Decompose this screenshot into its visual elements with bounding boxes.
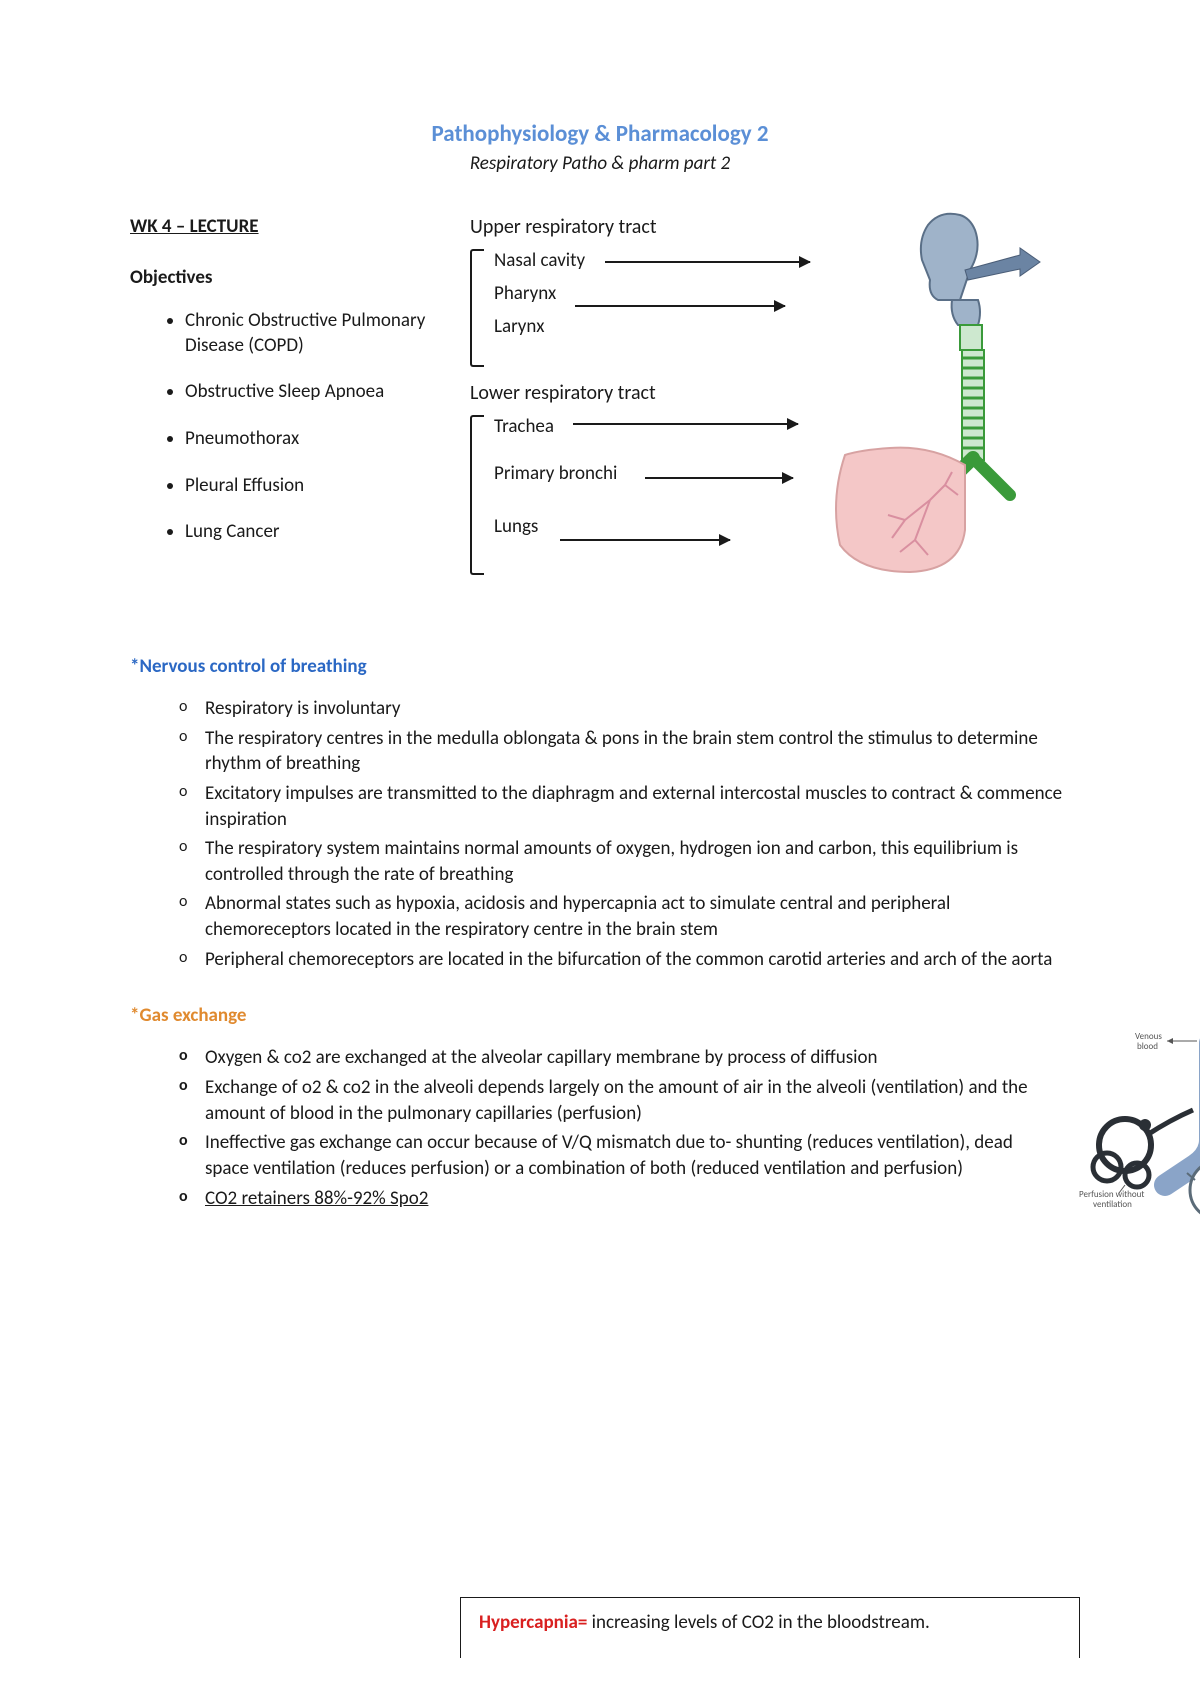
gas-item: Ineffective gas exchange can occur becau… [185,1130,1055,1181]
lecture-heading: WK 4 – LECTURE [130,215,440,238]
gas-item: CO2 retainers 88%-92% Spo2 [185,1186,1055,1212]
hypercapnia-note: Hypercapnia= increasing levels of CO2 in… [460,1597,1080,1658]
label-larynx: Larynx [494,315,544,338]
hypercapnia-term: Hypercapnia= [479,1611,587,1634]
objective-item: Chronic Obstructive Pulmonary Disease (C… [185,309,440,358]
gas-heading: *Gas exchange [130,1004,1070,1027]
document-header: Pathophysiology & Pharmacology 2 Respira… [130,120,1070,175]
nervous-item: Peripheral chemoreceptors are located in… [185,947,1070,973]
objective-item: Obstructive Sleep Apnoea [185,380,440,405]
label-primary-bronchi: Primary bronchi [494,462,617,485]
main-title: Pathophysiology & Pharmacology 2 [130,120,1070,148]
respiratory-tract-diagram: Upper respiratory tract Nasal cavity Pha… [470,215,1070,605]
nervous-item: The respiratory centres in the medulla o… [185,726,1070,777]
objective-item: Lung Cancer [185,520,440,545]
nervous-list: Respiratory is involuntary The respirato… [130,696,1070,972]
gas-item: Oxygen & co2 are exchanged at the alveol… [185,1045,1055,1071]
lecture-left-col: WK 4 – LECTURE Objectives Chronic Obstru… [130,215,440,567]
svg-text:ventilation: ventilation [1093,1199,1132,1210]
nervous-item: Abnormal states such as hypoxia, acidosi… [185,891,1070,942]
gas-list: Oxygen & co2 are exchanged at the alveol… [130,1045,1055,1211]
objective-item: Pneumothorax [185,427,440,452]
nervous-item: The respiratory system maintains normal … [185,836,1070,887]
label-trachea: Trachea [494,415,554,438]
gas-item: Exchange of o2 & co2 in the alveoli depe… [185,1075,1055,1126]
label-pharynx: Pharynx [494,282,556,305]
objective-item: Pleural Effusion [185,474,440,499]
anatomy-illustration [810,200,1090,580]
objectives-label: Objectives [130,266,440,289]
nervous-item: Excitatory impulses are transmitted to t… [185,781,1070,832]
gas-item-underlined: CO2 retainers 88%-92% Spo2 [205,1187,428,1210]
svg-text:blood: blood [1137,1041,1158,1052]
label-nasal-cavity: Nasal cavity [494,249,585,272]
nervous-item: Respiratory is involuntary [185,696,1070,722]
objectives-list: Chronic Obstructive Pulmonary Disease (C… [130,309,440,545]
nervous-heading: *Nervous control of breathing [130,655,1070,678]
gas-exchange-diagram: Venous blood Airway Arterial blood Perfu… [1075,1025,1200,1235]
gas-row: Oxygen & co2 are exchanged at the alveol… [130,1045,1070,1235]
lecture-row: WK 4 – LECTURE Objectives Chronic Obstru… [130,215,1070,605]
label-lungs: Lungs [494,515,538,538]
subtitle: Respiratory Patho & pharm part 2 [130,152,1070,175]
hypercapnia-text: increasing levels of CO2 in the bloodstr… [587,1611,929,1634]
